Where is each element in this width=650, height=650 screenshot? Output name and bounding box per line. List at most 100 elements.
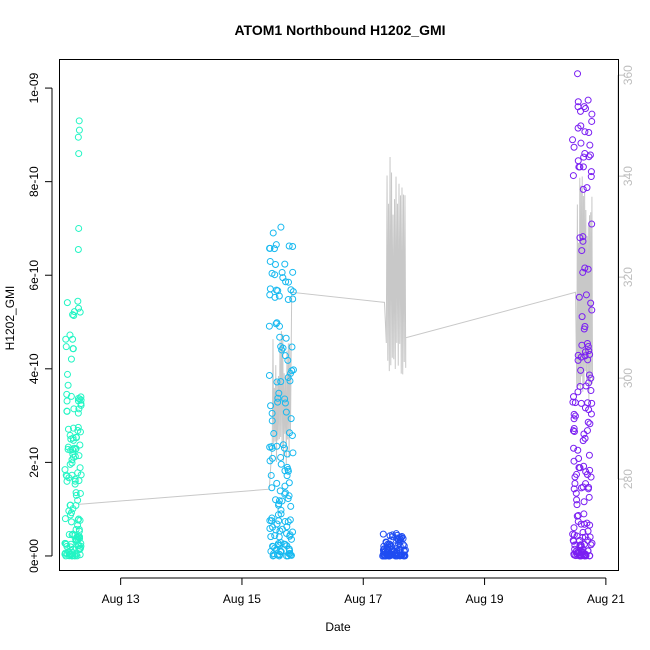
data-point bbox=[75, 117, 83, 125]
data-point bbox=[581, 264, 589, 272]
data-point bbox=[398, 532, 406, 540]
data-point bbox=[581, 149, 589, 157]
data-point bbox=[77, 542, 85, 550]
data-point bbox=[581, 352, 589, 360]
data-point bbox=[575, 163, 583, 171]
data-point bbox=[578, 341, 586, 349]
data-point bbox=[387, 551, 395, 559]
data-point bbox=[580, 462, 588, 470]
data-point bbox=[283, 542, 291, 550]
data-point bbox=[588, 399, 596, 407]
data-point bbox=[268, 454, 276, 462]
data-point bbox=[62, 343, 70, 351]
data-point bbox=[268, 484, 276, 492]
data-point bbox=[75, 525, 83, 533]
data-point bbox=[576, 464, 584, 472]
data-point bbox=[61, 515, 69, 523]
data-point bbox=[585, 347, 593, 355]
data-point bbox=[274, 287, 282, 295]
data-point bbox=[587, 173, 595, 181]
data-point bbox=[275, 497, 283, 505]
data-point bbox=[587, 299, 595, 307]
y2-tick-label: 340 bbox=[621, 166, 635, 186]
data-point bbox=[278, 497, 286, 505]
data-point bbox=[285, 278, 293, 286]
data-point bbox=[71, 480, 79, 488]
data-point bbox=[67, 446, 75, 454]
data-point bbox=[392, 530, 400, 538]
data-point bbox=[270, 430, 278, 438]
data-point bbox=[582, 550, 590, 558]
data-point bbox=[585, 493, 593, 501]
data-point bbox=[573, 532, 581, 540]
data-point bbox=[570, 143, 578, 151]
data-point bbox=[579, 268, 587, 276]
data-point bbox=[269, 543, 277, 551]
data-point bbox=[585, 379, 593, 387]
data-point bbox=[270, 245, 278, 253]
data-point bbox=[281, 482, 289, 490]
data-point bbox=[274, 398, 282, 406]
data-point bbox=[70, 405, 78, 413]
data-point bbox=[574, 103, 582, 111]
data-point bbox=[583, 471, 591, 479]
data-point bbox=[278, 268, 286, 276]
data-point bbox=[289, 449, 297, 457]
data-point bbox=[267, 471, 275, 479]
y2-tick-label: 360 bbox=[621, 65, 635, 85]
data-point bbox=[587, 168, 595, 176]
data-point bbox=[289, 242, 297, 250]
data-point bbox=[569, 427, 577, 435]
data-point bbox=[273, 520, 281, 528]
data-point bbox=[582, 291, 590, 299]
data-point bbox=[579, 163, 587, 171]
data-point bbox=[384, 540, 392, 548]
data-point bbox=[586, 350, 594, 358]
data-point bbox=[569, 530, 577, 538]
data-point bbox=[69, 434, 77, 442]
data-point bbox=[75, 515, 83, 523]
data-point bbox=[286, 549, 294, 557]
data-point bbox=[285, 479, 293, 487]
data-point bbox=[584, 418, 592, 426]
data-point bbox=[64, 381, 72, 389]
data-point bbox=[284, 465, 292, 473]
data-point bbox=[63, 407, 71, 415]
data-point bbox=[285, 242, 293, 250]
chart-title: ATOM1 Northbound H1202_GMI bbox=[234, 22, 445, 38]
data-point bbox=[265, 322, 273, 330]
data-point bbox=[275, 517, 283, 525]
data-point bbox=[586, 466, 594, 474]
x-tick-label: Aug 17 bbox=[344, 592, 382, 606]
data-point bbox=[386, 532, 394, 540]
data-point bbox=[581, 520, 589, 528]
data-point bbox=[569, 136, 577, 144]
data-point bbox=[579, 237, 587, 245]
data-point bbox=[75, 150, 83, 158]
data-point bbox=[584, 265, 592, 273]
data-point bbox=[570, 550, 578, 558]
data-point bbox=[574, 446, 582, 454]
data-point bbox=[577, 543, 585, 551]
data-point bbox=[66, 501, 74, 509]
data-point bbox=[67, 355, 75, 363]
data-point bbox=[400, 547, 408, 555]
data-point bbox=[574, 512, 582, 520]
data-point bbox=[66, 460, 74, 468]
data-point bbox=[571, 480, 579, 488]
data-point bbox=[584, 343, 592, 351]
data-point bbox=[281, 489, 289, 497]
data-point bbox=[574, 70, 582, 78]
data-point bbox=[72, 433, 80, 441]
y2-tick-label: 300 bbox=[621, 368, 635, 388]
data-point bbox=[272, 241, 280, 249]
data-point bbox=[287, 535, 295, 543]
data-point bbox=[273, 479, 281, 487]
data-point bbox=[67, 509, 75, 517]
data-point bbox=[574, 98, 582, 106]
data-point bbox=[76, 546, 84, 554]
data-point bbox=[265, 371, 273, 379]
data-point bbox=[577, 122, 585, 130]
